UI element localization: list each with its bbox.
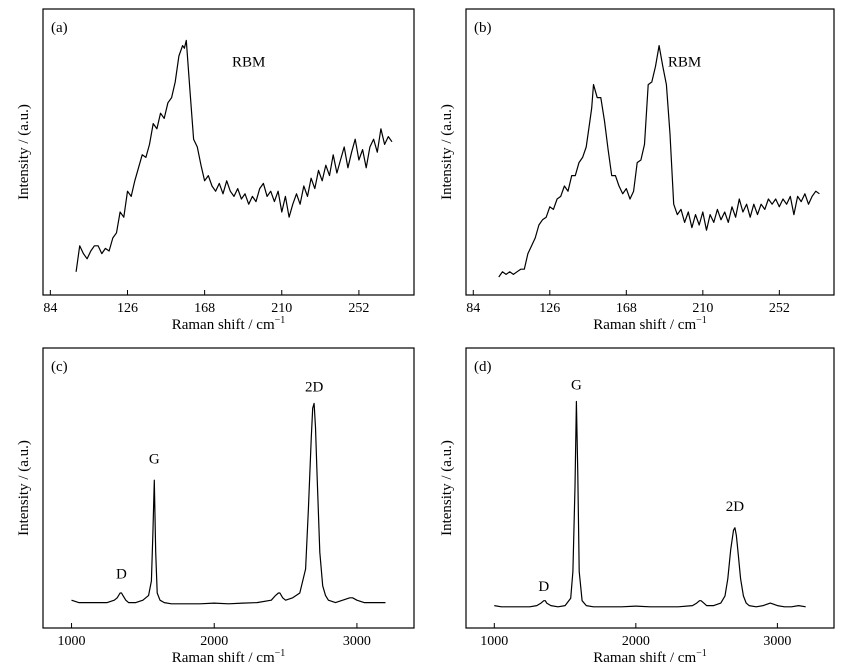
x-tick-label-d: 1000 — [480, 634, 508, 649]
y-axis-label-a: Intensity / (a.u.) — [16, 104, 32, 200]
peak-label-g-d: G — [571, 377, 582, 393]
plot-frame-a — [42, 8, 415, 296]
x-tick-label-a: 168 — [194, 301, 215, 316]
peak-label-d-c: D — [116, 567, 127, 583]
peak-label-rbm-a: RBM — [232, 54, 265, 70]
x-tick-label-a: 126 — [117, 301, 138, 316]
panel-c: 1000 2000 3000 Raman shift / cm−1 Intensity … — [16, 347, 415, 666]
x-tick-label-a: 252 — [348, 301, 369, 316]
x-axis-label-c: Raman shift / cm−1 — [172, 648, 286, 666]
x-tick-label-d: 3000 — [763, 634, 791, 649]
spectrum-line-d — [494, 400, 806, 608]
x-axis-label-a: Raman shift / cm−1 — [172, 315, 286, 333]
x-tick-label-d: 2000 — [622, 634, 650, 649]
x-tick-label-b: 126 — [539, 301, 560, 316]
x-tick-label-b: 252 — [769, 301, 790, 316]
peak-label-g-c: G — [149, 451, 160, 467]
y-axis-label-b: Intensity / (a.u.) — [439, 104, 455, 200]
panel-label-a: (a) — [51, 20, 68, 36]
y-axis-label-d: Intensity / (a.u.) — [439, 440, 455, 536]
panel-label-d: (d) — [474, 359, 492, 375]
x-axis-label-b: Raman shift / cm−1 — [593, 315, 707, 333]
peak-label-d-d: D — [538, 579, 549, 595]
peak-label-2d-c: 2D — [305, 379, 324, 395]
plot-frame-c — [42, 347, 415, 629]
spectrum-line-b — [498, 44, 820, 278]
panel-d: 1000 2000 3000 Raman shift / cm−1 Intensity … — [439, 347, 835, 666]
x-tick-label-c: 3000 — [343, 634, 371, 649]
panel-label-b: (b) — [474, 20, 492, 36]
x-tick-label-b: 210 — [692, 301, 713, 316]
panel-b: 84 126 168 210 252 Raman shift / cm−1 Intensit… — [439, 8, 835, 333]
plot-frame-d — [465, 347, 835, 629]
x-tick-label-a: 210 — [271, 301, 292, 316]
panel-a: 84 126 168 210 252 Raman shift / cm−1 Intensit… — [16, 8, 415, 333]
y-axis-label-c: Intensity / (a.u.) — [16, 440, 32, 536]
x-tick-label-a: 84 — [43, 301, 57, 316]
x-tick-label-c: 2000 — [200, 634, 228, 649]
x-tick-label-b: 168 — [616, 301, 637, 316]
peak-label-rbm-b: RBM — [668, 54, 701, 70]
spectrum-line-c — [71, 402, 386, 605]
x-tick-label-b: 84 — [466, 301, 480, 316]
spectrum-line-a — [75, 39, 393, 272]
plot-frame-b — [465, 8, 835, 296]
peak-label-2d-d: 2D — [726, 499, 745, 515]
x-tick-label-c: 1000 — [58, 634, 86, 649]
panel-label-c: (c) — [51, 359, 68, 375]
x-axis-label-d: Raman shift / cm−1 — [593, 648, 707, 666]
